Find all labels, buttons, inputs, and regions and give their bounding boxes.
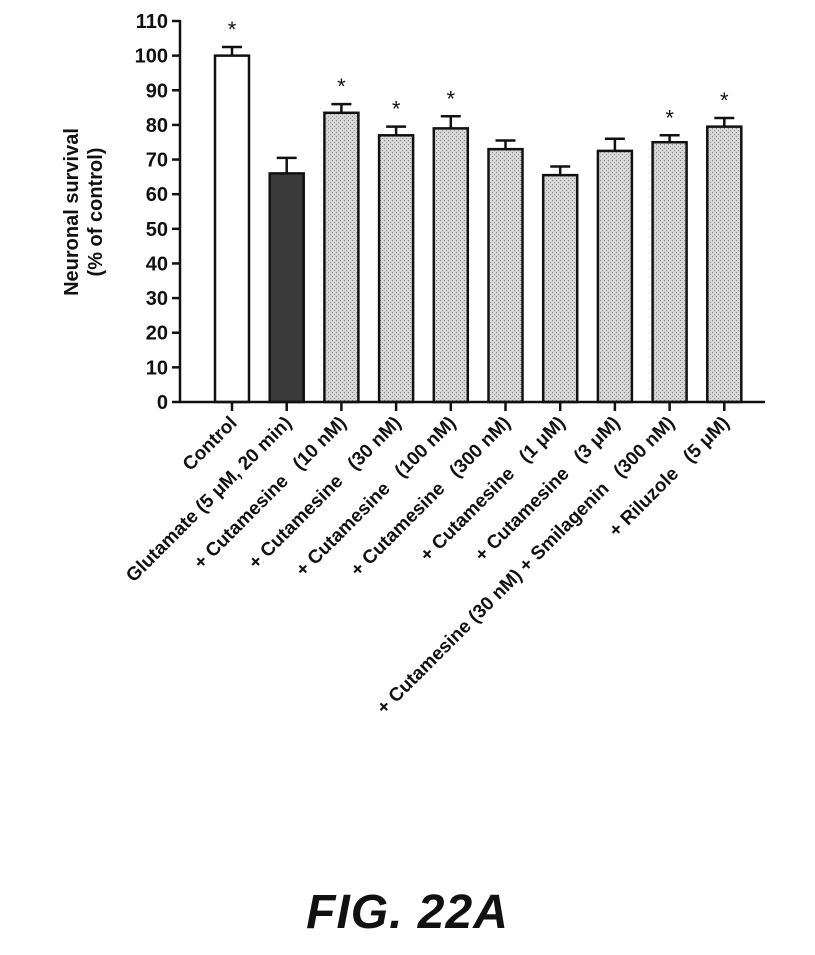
y-tick-label: 100 xyxy=(135,46,168,68)
significance-marker: * xyxy=(337,74,346,99)
bar xyxy=(215,56,249,402)
significance-marker: * xyxy=(720,88,729,113)
y-tick-label: 30 xyxy=(146,288,168,310)
y-tick-label: 40 xyxy=(146,253,168,275)
y-tick-label: 20 xyxy=(146,323,168,345)
y-axis-title: Neuronal survival(% of control) xyxy=(61,128,107,296)
bar xyxy=(543,175,577,402)
significance-marker: * xyxy=(392,97,401,122)
y-tick-label: 0 xyxy=(157,392,168,414)
x-axis xyxy=(180,402,765,411)
bar xyxy=(489,149,523,402)
y-tick-label: 90 xyxy=(146,80,168,102)
y-tick-label: 110 xyxy=(136,11,168,33)
y-tick-label: 50 xyxy=(146,219,168,241)
significance-marker: * xyxy=(228,17,237,42)
bar xyxy=(598,151,632,402)
bar xyxy=(379,135,413,402)
y-axis: 0 10 20 30 40 50 60 70 80 90 100 110 xyxy=(135,11,180,414)
bar xyxy=(653,142,687,402)
y-axis-title-line: (% of control) xyxy=(85,148,107,277)
y-tick-label: 60 xyxy=(146,184,168,206)
figure-caption: FIG. 22A xyxy=(0,885,815,940)
y-tick-label: 70 xyxy=(146,150,168,172)
x-tick-labels: ControlGlutamate (5 μM, 20 min)+ Cutames… xyxy=(122,413,733,719)
y-axis-title-line: Neuronal survival xyxy=(61,128,83,296)
bar xyxy=(434,128,468,402)
bar xyxy=(324,113,358,402)
significance-marker: * xyxy=(665,105,674,130)
y-tick-label: 80 xyxy=(146,115,168,137)
bar xyxy=(707,127,741,402)
bar xyxy=(270,173,304,402)
y-tick-label: 10 xyxy=(146,357,168,379)
significance-marker: * xyxy=(447,86,456,111)
bars: * * * * * * xyxy=(215,17,741,402)
bar-chart: 0 10 20 30 40 50 60 70 80 90 100 110 Neuronal survi… xyxy=(0,0,815,860)
